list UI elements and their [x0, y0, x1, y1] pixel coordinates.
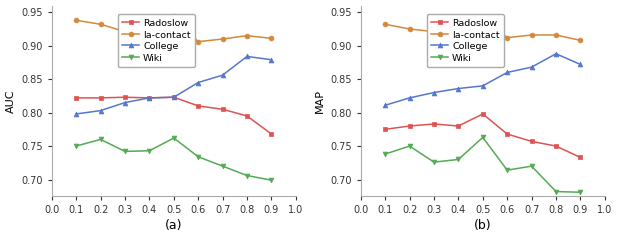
Ia-contact	[170, 15, 177, 18]
Radoslow	[121, 96, 129, 99]
College	[504, 71, 511, 74]
Legend: Radoslow, Ia-contact, College, Wiki: Radoslow, Ia-contact, College, Wiki	[426, 14, 504, 67]
College	[552, 52, 560, 55]
College	[406, 96, 413, 99]
Wiki	[243, 174, 251, 177]
Y-axis label: MAP: MAP	[315, 89, 324, 113]
College	[243, 55, 251, 58]
X-axis label: (b): (b)	[474, 219, 491, 233]
Ia-contact	[97, 23, 104, 26]
Wiki	[195, 155, 202, 158]
College	[268, 58, 275, 61]
Y-axis label: AUC: AUC	[6, 89, 15, 113]
Radoslow	[97, 96, 104, 99]
Wiki	[146, 149, 153, 152]
Radoslow	[195, 104, 202, 107]
Line: Ia-contact: Ia-contact	[383, 15, 583, 43]
Wiki	[121, 150, 129, 153]
Line: Wiki: Wiki	[383, 135, 583, 195]
Radoslow	[552, 145, 560, 148]
Line: Radoslow: Radoslow	[74, 95, 274, 136]
Legend: Radoslow, Ia-contact, College, Wiki: Radoslow, Ia-contact, College, Wiki	[117, 14, 195, 67]
Ia-contact	[243, 34, 251, 37]
Line: Ia-contact: Ia-contact	[74, 14, 274, 44]
Ia-contact	[479, 15, 486, 18]
Ia-contact	[381, 23, 389, 26]
Wiki	[97, 138, 104, 141]
Ia-contact	[146, 23, 153, 26]
Ia-contact	[504, 36, 511, 39]
Wiki	[479, 136, 486, 139]
Radoslow	[268, 133, 275, 135]
Ia-contact	[455, 23, 462, 26]
Wiki	[577, 191, 584, 194]
Radoslow	[146, 96, 153, 99]
Ia-contact	[195, 40, 202, 43]
College	[121, 101, 129, 104]
Wiki	[381, 153, 389, 155]
Ia-contact	[577, 39, 584, 42]
Wiki	[552, 190, 560, 193]
College	[97, 109, 104, 112]
Radoslow	[504, 133, 511, 135]
Ia-contact	[121, 30, 129, 33]
Radoslow	[479, 113, 486, 115]
Wiki	[528, 165, 535, 168]
Line: College: College	[383, 51, 583, 108]
Radoslow	[528, 140, 535, 143]
Radoslow	[170, 96, 177, 99]
Wiki	[406, 145, 413, 148]
College	[195, 81, 202, 84]
Radoslow	[72, 96, 80, 99]
Ia-contact	[430, 30, 438, 33]
College	[219, 74, 226, 77]
Wiki	[504, 169, 511, 172]
College	[455, 87, 462, 90]
College	[577, 63, 584, 66]
Wiki	[455, 158, 462, 161]
Ia-contact	[72, 19, 80, 22]
Ia-contact	[219, 38, 226, 40]
Ia-contact	[406, 28, 413, 30]
Wiki	[219, 165, 226, 168]
Wiki	[72, 145, 80, 148]
College	[479, 84, 486, 87]
College	[528, 66, 535, 69]
College	[430, 91, 438, 94]
Ia-contact	[552, 34, 560, 36]
Radoslow	[406, 124, 413, 127]
College	[146, 96, 153, 99]
College	[72, 113, 80, 115]
Radoslow	[381, 128, 389, 131]
College	[170, 96, 177, 99]
Radoslow	[219, 108, 226, 111]
Radoslow	[455, 124, 462, 127]
Wiki	[170, 137, 177, 139]
Line: College: College	[74, 54, 274, 116]
X-axis label: (a): (a)	[165, 219, 182, 233]
College	[381, 104, 389, 107]
Radoslow	[243, 114, 251, 117]
Ia-contact	[268, 37, 275, 40]
Radoslow	[430, 123, 438, 125]
Wiki	[430, 161, 438, 164]
Radoslow	[577, 156, 584, 159]
Line: Wiki: Wiki	[74, 136, 274, 183]
Wiki	[268, 179, 275, 182]
Line: Radoslow: Radoslow	[383, 112, 583, 160]
Ia-contact	[528, 34, 535, 36]
